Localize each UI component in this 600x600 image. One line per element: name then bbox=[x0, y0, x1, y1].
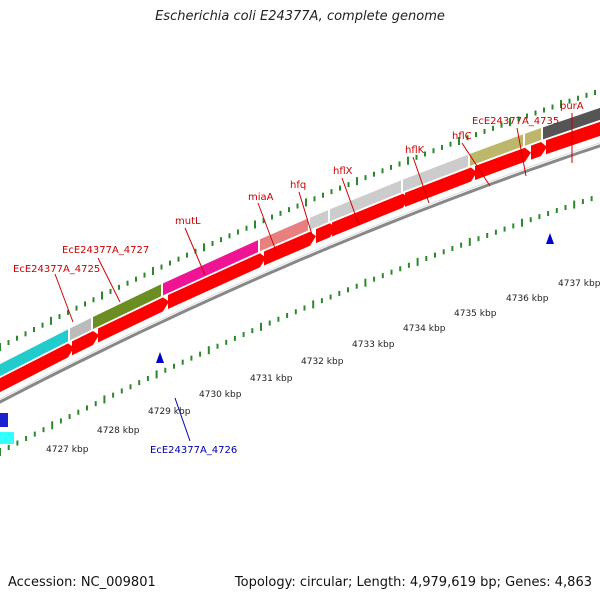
kbp-label: 4733 kbp bbox=[352, 340, 395, 350]
kbp-label: 4736 kbp bbox=[506, 294, 549, 304]
left-blue-fragment bbox=[0, 413, 8, 427]
kbp-label: 4734 kbp bbox=[403, 324, 446, 334]
ece24377a_4725-block bbox=[0, 329, 68, 377]
leader-line bbox=[412, 156, 430, 204]
miaa-block bbox=[260, 218, 308, 252]
kbp-label: 4735 kbp bbox=[454, 309, 497, 319]
gene-1-block bbox=[70, 317, 91, 341]
strand-arrow bbox=[168, 253, 266, 310]
leader-line bbox=[298, 191, 314, 239]
strand-marker bbox=[546, 233, 554, 244]
gene-label: hflC bbox=[452, 131, 472, 142]
strand-arrow bbox=[546, 121, 600, 155]
leader-line bbox=[257, 202, 277, 252]
strand-arrow bbox=[72, 330, 99, 356]
hfq-block bbox=[330, 180, 401, 222]
hflc-block bbox=[525, 128, 541, 146]
topology-summary: Topology: circular; Length: 4,979,619 bp… bbox=[234, 575, 592, 590]
kbp-label: 4730 kbp bbox=[199, 390, 242, 400]
gene-label: EcE24377A_4727 bbox=[62, 245, 149, 256]
strand-arrow bbox=[531, 142, 547, 160]
gene-label: purA bbox=[560, 101, 584, 112]
gene-label: hflX bbox=[333, 166, 353, 177]
gene-label: hfq bbox=[290, 180, 306, 191]
hflx-block bbox=[403, 154, 468, 192]
tick-marks bbox=[0, 89, 596, 456]
left-cyan-fragment bbox=[0, 432, 14, 444]
hflk-block bbox=[470, 134, 523, 166]
gene-label: EcE24377A_4725 bbox=[13, 264, 100, 275]
strand-arrow bbox=[405, 167, 477, 207]
kbp-label: 4732 kbp bbox=[301, 357, 344, 367]
strand-arrow bbox=[264, 231, 316, 266]
gene-label: EcE24377A_4735 bbox=[472, 116, 559, 127]
kbp-label: 4737 kbp bbox=[558, 279, 600, 289]
leader-line bbox=[174, 397, 191, 442]
strand-arrow bbox=[316, 223, 336, 244]
leader-line bbox=[184, 227, 206, 276]
backbone-line-outer bbox=[0, 144, 600, 404]
backbone-line-inner bbox=[0, 142, 600, 400]
gene-label: miaA bbox=[248, 192, 274, 203]
gene-label: hflK bbox=[405, 145, 425, 156]
kbp-label: 4727 kbp bbox=[46, 445, 89, 455]
ece24377a_4727-block bbox=[93, 284, 161, 329]
gene-label: EcE24377A_4726 bbox=[150, 445, 237, 456]
strand-marker bbox=[156, 352, 164, 363]
accession-text: Accession: NC_009801 bbox=[8, 575, 156, 590]
backbone-lines bbox=[0, 142, 600, 404]
genome-title: Escherichia coli E24377A, complete genom… bbox=[155, 9, 445, 24]
strand-arrow bbox=[475, 147, 531, 180]
kbp-label: 4729 kbp bbox=[148, 407, 191, 417]
leader-line bbox=[54, 273, 74, 323]
mutl-block bbox=[163, 240, 258, 296]
strand-arrow bbox=[332, 193, 409, 237]
gene-label: mutL bbox=[175, 216, 201, 227]
kbp-label: 4728 kbp bbox=[97, 426, 140, 436]
leader-line bbox=[516, 127, 527, 177]
gene-5-block bbox=[310, 210, 328, 230]
kbp-label: 4731 kbp bbox=[250, 374, 293, 384]
strand-arrow bbox=[0, 343, 74, 393]
leader-line bbox=[97, 257, 121, 303]
leader-line bbox=[341, 177, 360, 226]
gene-labels: EcE24377A_4725 EcE24377A_4727 mutL miaA hfq h… bbox=[13, 101, 600, 456]
leader-line bbox=[461, 142, 491, 187]
strand-arrow bbox=[98, 297, 169, 343]
gene-track bbox=[0, 107, 600, 444]
